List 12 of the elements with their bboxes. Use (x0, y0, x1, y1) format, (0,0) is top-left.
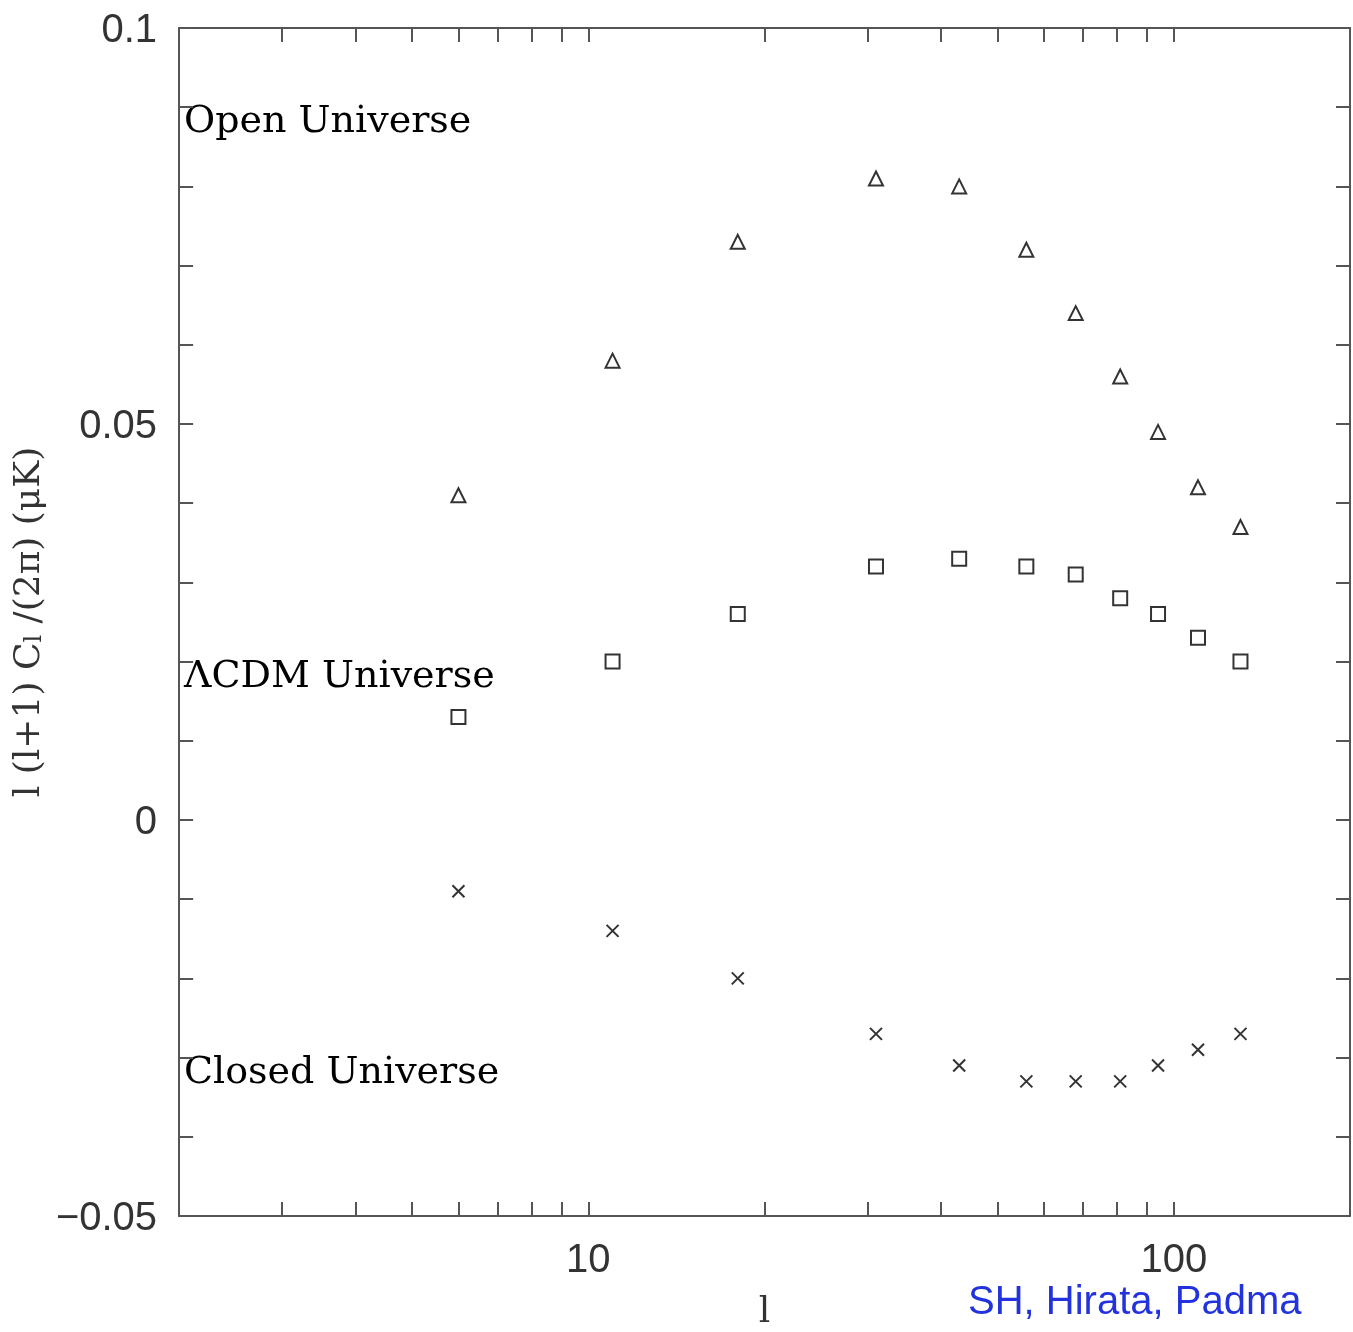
y-tick-label: −0.05 (55, 1194, 158, 1238)
text: SH, Hirata, Padma (968, 1278, 1303, 1322)
annotation: ΛCDM Universe (183, 652, 495, 696)
y-tick-label: 0 (134, 798, 158, 842)
annotation: Closed Universe (184, 1048, 500, 1092)
x-tick-label: 100 (1140, 1236, 1208, 1280)
y-axis-title: l (l+1) Cl /(2π) (μK) (5, 446, 47, 798)
x-tick-label: 10 (566, 1236, 611, 1280)
y-tick-label: 0.1 (101, 6, 158, 50)
annotation: Open Universe (184, 97, 472, 141)
y-tick-label: 0.05 (79, 402, 158, 446)
x-axis-title: l (758, 1288, 771, 1330)
